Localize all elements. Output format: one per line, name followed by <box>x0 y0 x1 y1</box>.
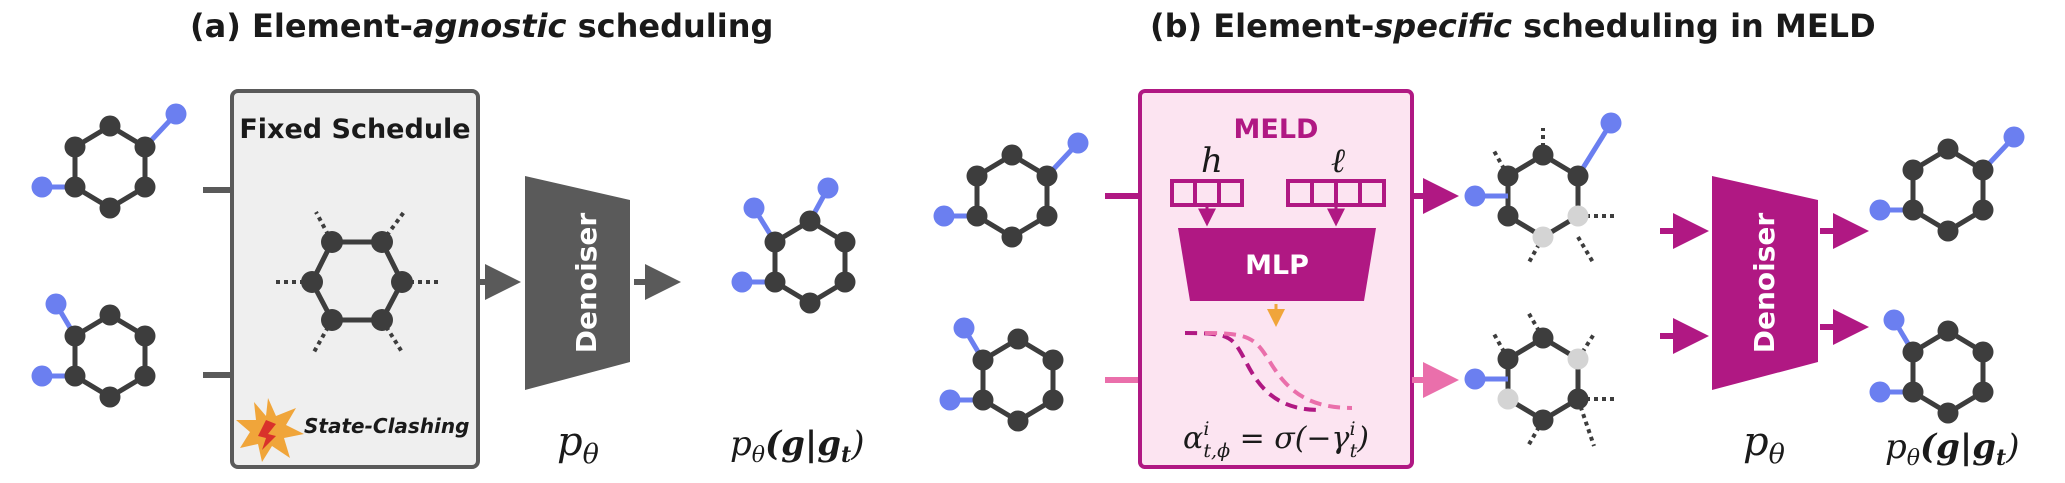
denoiser-a <box>525 176 630 390</box>
input-molecule-a-top <box>32 104 187 219</box>
state-clashing-label: State-Clashing <box>304 414 469 438</box>
output-distribution-label-a: pθ(g|gt) <box>730 424 864 468</box>
alpha-formula: αi t,ϕ = σ(−γi t) <box>1183 418 1369 462</box>
mlp-label: MLP <box>1245 250 1309 281</box>
output-molecule-b-top <box>1870 127 2025 242</box>
denoiser-b <box>1712 176 1818 390</box>
partial-molecule-a <box>276 210 438 354</box>
meld-box-title: MELD <box>1234 114 1319 145</box>
partial-molecule-b-top <box>1464 112 1622 266</box>
h-label: h <box>1201 141 1223 181</box>
fixed-schedule-title: Fixed Schedule <box>239 114 470 145</box>
input-molecule-b-top <box>934 133 1089 248</box>
learned-schedule-curve-1 <box>1184 331 1321 412</box>
denoiser-a-label: Denoiser <box>570 213 603 354</box>
fixed-schedule-box <box>230 89 480 469</box>
title-panel-b: (b) Element-specific scheduling in MELD <box>1150 7 1876 45</box>
p-theta-label-b: pθ <box>1743 419 1785 470</box>
mlp-block <box>1178 228 1376 301</box>
p-theta-label-a: pθ <box>557 419 599 470</box>
input-molecule-b-bottom <box>940 318 1064 432</box>
state-clashing-burst-icon <box>236 398 304 462</box>
ell-label: ℓ <box>1331 141 1345 181</box>
output-distribution-label-b: pθ(g|gt) <box>1885 427 2019 471</box>
title-panel-a: (a) Element-agnostic scheduling <box>190 7 773 45</box>
output-molecule-a <box>732 178 856 314</box>
input-molecule-a-bottom <box>32 294 156 408</box>
panel-a: Fixed Schedule <box>32 89 864 470</box>
partial-molecule-b-bottom <box>1464 311 1618 447</box>
panel-b: MELD h ℓ MLP αi t,ϕ = σ(−γi t) <box>934 89 2025 471</box>
learned-schedule-curve-2 <box>1204 331 1353 410</box>
denoiser-b-label: Denoiser <box>1748 213 1781 354</box>
output-molecule-b-bottom <box>1870 310 1994 424</box>
